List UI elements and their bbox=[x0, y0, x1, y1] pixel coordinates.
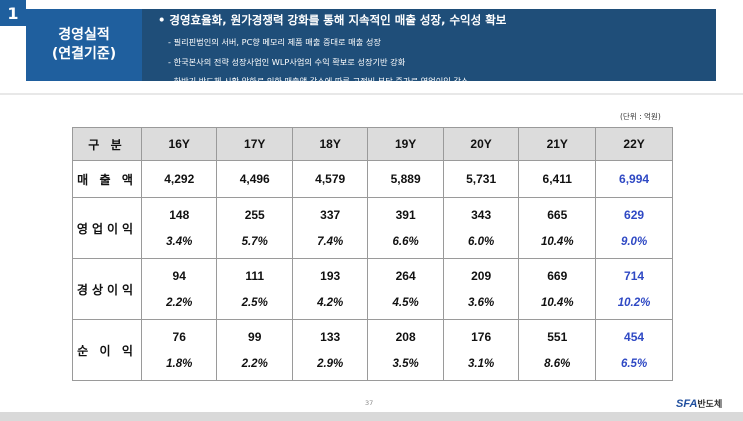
viewer-strip bbox=[0, 412, 743, 421]
cell-dual: 391 6.6% bbox=[367, 197, 444, 259]
year-header: 17Y bbox=[216, 127, 293, 161]
cell-dual: 337 7.4% bbox=[291, 197, 369, 259]
unit-label: (단위 : 억원) bbox=[620, 112, 661, 121]
row-label: 순 이 익 bbox=[72, 319, 142, 381]
cell-value: 4,496 bbox=[216, 160, 293, 198]
logo-sfa: SFA bbox=[676, 398, 698, 410]
bullet-sub: - 하반기 반도체 시황 악화로 인한 매출액 감소에 따른 고정비 부담 증가… bbox=[168, 76, 469, 86]
cell-value: 4,579 bbox=[291, 160, 369, 198]
table-row-net-income: 순 이 익 76 1.8% 99 2.2% 133 2.9% 208 3.5% 176 3… bbox=[72, 319, 673, 381]
table-header-row: 구 분 16Y 17Y 18Y 19Y 20Y 21Y 22Y bbox=[72, 127, 673, 161]
cell-dual: 193 4.2% bbox=[291, 258, 369, 320]
cell-dual: 551 8.6% bbox=[518, 319, 597, 381]
page-number: 37 bbox=[365, 399, 374, 407]
table-row-revenue: 매 출 액 4,292 4,496 4,579 5,889 5,731 6,41… bbox=[72, 160, 673, 198]
cell-dual: 99 2.2% bbox=[216, 319, 293, 381]
year-header: 22Y bbox=[595, 127, 673, 161]
cell-dual: 148 3.4% bbox=[140, 197, 218, 259]
title-line2: (연결기준) bbox=[51, 46, 117, 62]
cell-dual: 133 2.9% bbox=[291, 319, 369, 381]
summary-bullets: • 경영효율화, 원가경쟁력 강화를 통해 지속적인 매출 성장, 수익성 확보… bbox=[158, 12, 506, 95]
cell-dual: 669 10.4% bbox=[518, 258, 597, 320]
cell-dual: 176 3.1% bbox=[442, 319, 520, 381]
cell-value: 5,889 bbox=[367, 160, 444, 198]
bullet-sub: - 필리핀법인의 서버, PC향 메모리 제품 매출 증대로 매출 성장 bbox=[168, 37, 381, 47]
cell-value: 6,411 bbox=[518, 160, 597, 198]
cell-dual-highlight: 629 9.0% bbox=[595, 197, 673, 259]
cell-value-highlight: 6,994 bbox=[595, 160, 673, 198]
cell-dual: 343 6.0% bbox=[442, 197, 520, 259]
row-label: 경상이익 bbox=[72, 258, 142, 320]
cell-dual: 255 5.7% bbox=[216, 197, 293, 259]
year-header: 20Y bbox=[442, 127, 520, 161]
divider bbox=[0, 93, 743, 95]
year-header: 18Y bbox=[291, 127, 369, 161]
cell-dual: 264 4.5% bbox=[367, 258, 444, 320]
section-number: 1 bbox=[0, 0, 26, 26]
cell-dual: 111 2.5% bbox=[216, 258, 293, 320]
cell-dual-highlight: 454 6.5% bbox=[595, 319, 673, 381]
cell-value: 5,731 bbox=[442, 160, 520, 198]
title-box: 경영실적 (연결기준) bbox=[26, 9, 142, 81]
year-header: 16Y bbox=[140, 127, 218, 161]
row-label: 매 출 액 bbox=[72, 160, 142, 198]
bullet-main: • 경영효율화, 원가경쟁력 강화를 통해 지속적인 매출 성장, 수익성 확보 bbox=[158, 13, 507, 27]
title-line1: 경영실적 bbox=[58, 27, 110, 43]
cell-dual: 94 2.2% bbox=[140, 258, 218, 320]
cell-value: 4,292 bbox=[140, 160, 218, 198]
table-row-operating-income: 영업이익 148 3.4% 255 5.7% 337 7.4% 391 6.6% 343… bbox=[72, 197, 673, 259]
summary-bar bbox=[142, 9, 716, 81]
cell-dual: 208 3.5% bbox=[367, 319, 444, 381]
cell-dual: 665 10.4% bbox=[518, 197, 597, 259]
cell-dual-highlight: 714 10.2% bbox=[595, 258, 673, 320]
row-label: 영업이익 bbox=[72, 197, 142, 259]
cell-dual: 209 3.6% bbox=[442, 258, 520, 320]
header-label: 구 분 bbox=[72, 127, 142, 161]
performance-table: 구 분 16Y 17Y 18Y 19Y 20Y 21Y 22Y 매 출 액 4,… bbox=[72, 127, 673, 381]
cell-dual: 76 1.8% bbox=[140, 319, 218, 381]
year-header: 21Y bbox=[518, 127, 597, 161]
company-logo: SFA반도체 bbox=[676, 397, 722, 410]
year-header: 19Y bbox=[367, 127, 444, 161]
bullet-sub: - 한국본사의 전략 성장사업인 WLP사업의 수익 확보로 성장기반 강화 bbox=[168, 56, 406, 67]
table-row-ordinary-income: 경상이익 94 2.2% 111 2.5% 193 4.2% 264 4.5% 209 3… bbox=[72, 258, 673, 320]
logo-kr: 반도체 bbox=[697, 399, 723, 409]
